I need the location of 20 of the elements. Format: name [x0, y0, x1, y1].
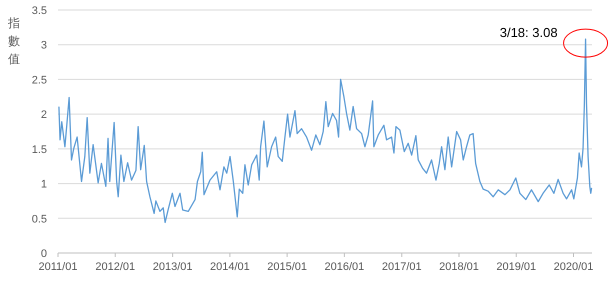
y-tick-label: 1 [40, 178, 47, 191]
x-tick-label: 2017/01 [382, 261, 422, 273]
x-tick-label: 2020/01 [554, 261, 594, 273]
y-tick-label: 1.5 [32, 144, 47, 156]
x-tick-label: 2016/01 [324, 261, 364, 273]
x-tick-label: 2018/01 [439, 261, 479, 273]
y-tick-label: 2.5 [32, 74, 47, 86]
y-axis-title: 指數值 [8, 15, 21, 68]
x-tick-label: 2011/01 [38, 261, 78, 273]
y-tick-label: 0 [40, 248, 47, 260]
x-tick-label: 2015/01 [267, 261, 308, 273]
y-tick-label: 3.5 [32, 5, 47, 17]
x-tick-label: 2013/01 [152, 261, 193, 273]
y-tick-label: 2 [40, 109, 47, 122]
y-tick-label: 3 [40, 40, 47, 52]
x-tick-label: 2019/01 [496, 261, 536, 273]
y-tick-label: 0.5 [32, 213, 47, 226]
annotation: 3/18: 3.08 [500, 25, 558, 40]
x-tick-label: 2014/01 [210, 261, 250, 273]
x-tick-label: 2012/01 [95, 261, 136, 273]
